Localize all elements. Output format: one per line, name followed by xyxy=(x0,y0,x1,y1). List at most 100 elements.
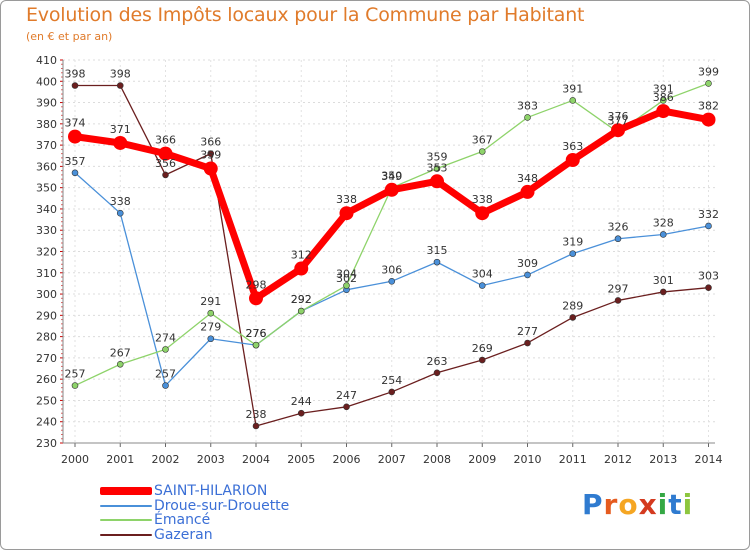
y-tick-label: 360 xyxy=(36,160,57,173)
data-point-gazeran xyxy=(478,356,486,364)
data-point-gazeran xyxy=(524,339,531,347)
data-point-saint-hilarion xyxy=(294,261,309,276)
data-point-droue-sur-drouette xyxy=(388,277,396,285)
y-tick-label: 280 xyxy=(36,331,57,344)
y-tick-label: 330 xyxy=(36,224,57,237)
data-point-saint-hilarion xyxy=(339,206,354,221)
data-point-droue-sur-drouette xyxy=(433,258,441,266)
data-label-saint-hilarion: 338 xyxy=(472,193,493,206)
logo-letter: i xyxy=(657,488,669,521)
data-label-droue-sur-drouette: 276 xyxy=(246,327,267,340)
data-point-emance xyxy=(705,80,712,87)
data-label-saint-hilarion: 353 xyxy=(427,161,448,174)
data-point-emance xyxy=(433,165,441,172)
data-point-gazeran xyxy=(705,284,712,291)
data-point-gazeran xyxy=(162,171,169,179)
data-point-saint-hilarion xyxy=(565,153,580,168)
data-label-droue-sur-drouette: 315 xyxy=(427,244,448,257)
data-point-gazeran xyxy=(569,314,577,321)
data-label-emance: 274 xyxy=(155,331,176,344)
legend-label: SAINT-HILARION xyxy=(154,483,268,499)
legend-swatch xyxy=(100,533,152,536)
data-point-saint-hilarion xyxy=(249,291,263,306)
data-point-emance xyxy=(343,282,350,289)
data-label-saint-hilarion: 386 xyxy=(653,91,674,104)
x-tick-label: 2005 xyxy=(287,453,315,466)
data-label-droue-sur-drouette: 292 xyxy=(291,293,312,306)
data-label-droue-sur-drouette: 309 xyxy=(517,257,538,270)
data-point-saint-hilarion xyxy=(430,174,444,189)
data-label-saint-hilarion: 374 xyxy=(65,117,86,130)
data-label-saint-hilarion: 382 xyxy=(698,100,719,113)
x-tick-label: 2009 xyxy=(468,453,496,466)
x-tick-label: 2002 xyxy=(152,453,180,466)
data-point-gazeran xyxy=(388,388,396,396)
data-label-gazeran: 263 xyxy=(427,355,448,368)
data-point-droue-sur-drouette xyxy=(524,271,531,279)
data-point-gazeran xyxy=(207,150,215,157)
data-label-saint-hilarion: 371 xyxy=(110,123,131,136)
y-tick-label: 230 xyxy=(36,437,57,450)
data-point-emance xyxy=(71,382,79,389)
data-point-droue-sur-drouette xyxy=(569,250,577,257)
data-point-droue-sur-drouette xyxy=(705,222,712,230)
data-label-droue-sur-drouette: 328 xyxy=(653,216,674,229)
x-tick-label: 2014 xyxy=(695,453,723,466)
data-point-saint-hilarion xyxy=(384,182,399,197)
logo-letter: t xyxy=(668,488,683,521)
x-tick-label: 2011 xyxy=(559,453,587,466)
data-label-gazeran: 289 xyxy=(562,299,583,312)
y-tick-label: 240 xyxy=(36,416,57,429)
data-label-gazeran: 277 xyxy=(517,325,538,338)
data-point-emance xyxy=(207,309,215,317)
legend-label: Droue-sur-Drouette xyxy=(154,497,290,514)
data-label-gazeran: 303 xyxy=(698,270,719,283)
data-label-droue-sur-drouette: 302 xyxy=(336,272,357,285)
data-point-saint-hilarion xyxy=(203,161,218,176)
data-label-emance: 292 xyxy=(291,293,312,306)
data-label-droue-sur-drouette: 306 xyxy=(381,263,402,276)
data-label-emance: 399 xyxy=(698,65,719,78)
legend-swatch xyxy=(100,487,152,495)
data-label-gazeran: 247 xyxy=(336,389,357,402)
y-tick-label: 390 xyxy=(36,97,57,110)
data-label-saint-hilarion: 338 xyxy=(336,193,357,206)
logo-letter: r xyxy=(603,488,619,521)
data-point-gazeran xyxy=(659,288,667,296)
data-label-gazeran: 356 xyxy=(155,157,176,170)
data-point-gazeran xyxy=(71,82,79,89)
data-point-droue-sur-drouette xyxy=(659,231,667,238)
x-tick-label: 2013 xyxy=(649,453,677,466)
data-label-droue-sur-drouette: 332 xyxy=(698,208,719,221)
y-tick-label: 310 xyxy=(36,267,57,280)
data-label-droue-sur-drouette: 304 xyxy=(472,268,493,281)
data-point-emance xyxy=(569,97,577,104)
x-tick-label: 2008 xyxy=(423,453,451,466)
data-point-emance xyxy=(297,307,305,315)
legend-swatch xyxy=(100,519,152,521)
data-label-droue-sur-drouette: 257 xyxy=(155,368,176,381)
data-label-saint-hilarion: 376 xyxy=(608,110,629,123)
y-tick-label: 320 xyxy=(36,246,57,259)
data-label-gazeran: 297 xyxy=(608,282,629,295)
data-label-gazeran: 366 xyxy=(200,136,221,149)
data-label-droue-sur-drouette: 338 xyxy=(110,195,131,208)
x-tick-label: 2000 xyxy=(61,453,89,466)
data-point-saint-hilarion xyxy=(158,146,173,161)
data-label-gazeran: 398 xyxy=(65,68,86,81)
data-point-saint-hilarion xyxy=(656,104,671,119)
data-point-emance xyxy=(116,360,124,368)
data-label-gazeran: 301 xyxy=(653,274,674,287)
logo-letter: x xyxy=(638,488,658,521)
data-label-emance: 291 xyxy=(200,295,221,308)
data-point-saint-hilarion xyxy=(68,129,82,144)
x-tick-label: 2007 xyxy=(378,453,406,466)
data-point-gazeran xyxy=(297,409,305,417)
data-label-saint-hilarion: 359 xyxy=(200,149,221,162)
proxiti-logo: Proxiti xyxy=(582,488,693,521)
data-label-emance: 257 xyxy=(65,368,86,381)
data-point-droue-sur-drouette xyxy=(207,335,215,343)
data-point-gazeran xyxy=(116,82,124,89)
y-tick-label: 410 xyxy=(36,54,57,67)
